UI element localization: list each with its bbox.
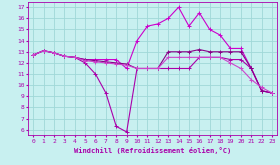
X-axis label: Windchill (Refroidissement éolien,°C): Windchill (Refroidissement éolien,°C) xyxy=(74,147,231,154)
